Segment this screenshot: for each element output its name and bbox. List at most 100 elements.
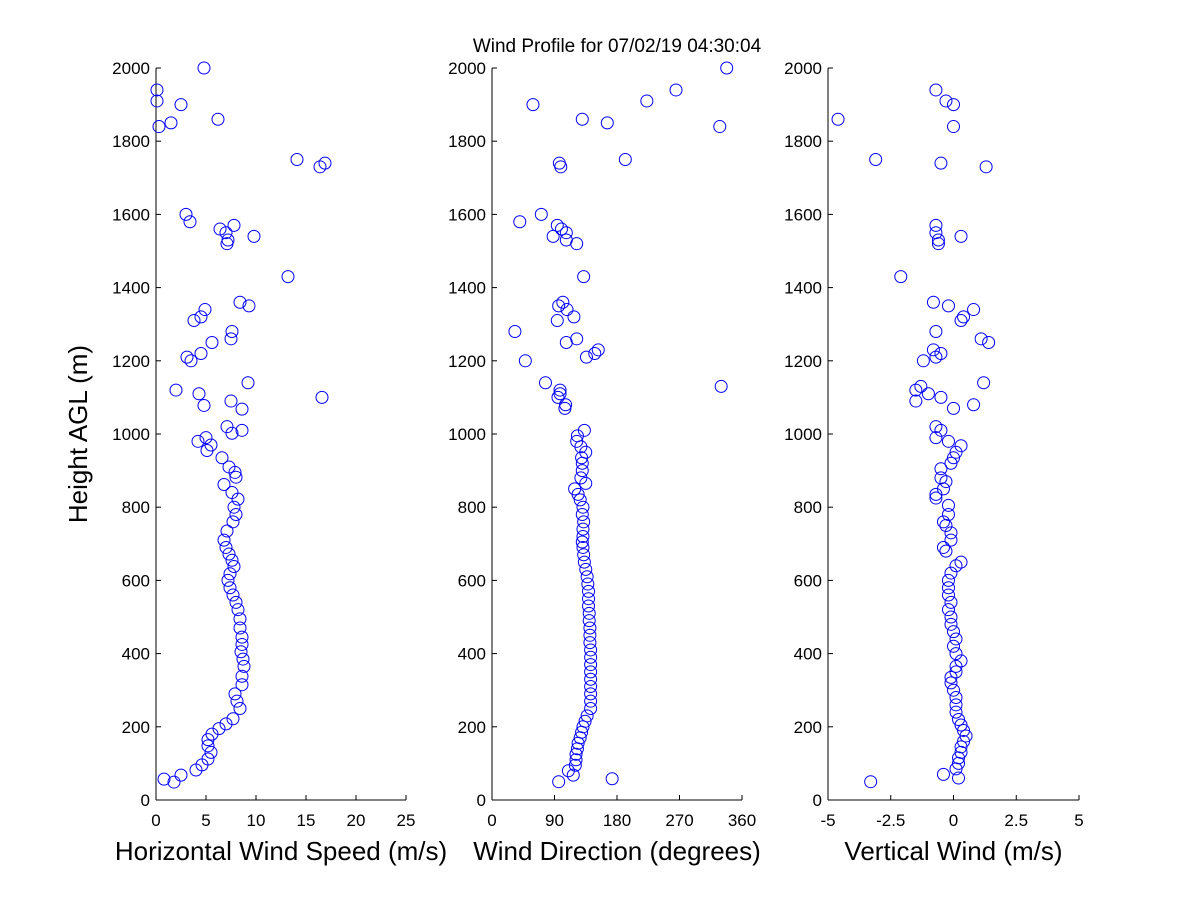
data-point [235,423,249,437]
data-point [180,350,194,364]
data-point [934,346,948,360]
data-point [929,420,943,434]
data-point [313,160,327,174]
data-point [577,548,591,562]
y-tick-label: 0 [813,791,822,810]
y-tick-label: 200 [458,718,486,737]
data-point [954,718,968,732]
data-point [242,299,256,313]
x-tick-label: 0 [151,811,160,830]
data-point [225,553,239,567]
data-point [947,683,960,697]
data-point [954,314,968,328]
data-point [580,709,594,723]
data-point [229,595,243,609]
data-point [584,702,598,715]
data-point [231,603,245,617]
data-point [584,650,598,664]
figure-title: Wind Profile for 07/02/19 04:30:04 [473,36,762,57]
y-tick-label: 600 [794,571,822,590]
data-point [949,647,963,661]
y-tick-label: 2000 [112,59,150,78]
data-point [226,712,240,726]
data-point [954,229,968,243]
y-tick-label: 1400 [448,279,486,298]
data-point [560,303,574,317]
data-point [550,314,564,328]
data-point [229,470,243,484]
data-point [235,402,249,416]
y-tick-label: 400 [458,645,486,664]
x-tick-label: 20 [347,811,366,830]
data-point [566,768,580,782]
data-point [223,581,237,595]
data-point [577,423,591,437]
data-point [934,462,948,476]
data-point [947,625,960,639]
data-point [584,658,598,672]
data-point [570,332,584,346]
y-tick-label: 2000 [448,59,486,78]
x-tick-label: 5 [201,811,210,830]
y-tick-label: 1200 [112,352,150,371]
data-point [235,678,249,692]
data-point [584,687,598,701]
data-point [550,218,564,232]
data-point [211,112,225,126]
data-point [944,676,958,690]
data-point [831,112,845,126]
data-point [241,376,255,390]
data-point [952,712,966,726]
x-axis-label: Horizontal Wind Speed (m/s) [115,836,447,866]
data-point [164,116,178,130]
data-point [197,398,211,412]
x-axis-label: Wind Direction (degrees) [473,836,761,866]
data-point [552,156,566,170]
data-point [198,303,212,317]
data-point [864,775,878,789]
data-point [574,471,588,485]
data-point [205,336,219,349]
data-point [941,603,955,617]
data-point [233,612,247,626]
data-point [569,747,583,761]
data-point [583,621,597,635]
data-point [184,354,198,368]
data-point [235,669,249,683]
data-point [220,524,234,538]
data-point [929,226,943,240]
data-point [576,522,590,536]
data-point [582,592,596,606]
data-point [219,717,233,731]
data-point [600,116,614,130]
data-point [957,734,971,748]
data-point [573,493,587,507]
data-point [947,120,960,134]
data-point [869,153,883,166]
data-point [290,153,304,166]
data-point [967,398,981,412]
y-tick-label: 1400 [112,279,150,298]
data-point [518,354,532,368]
data-point [941,588,955,602]
data-point [583,636,597,650]
data-point [534,207,548,221]
y-tick-label: 1800 [112,132,150,151]
data-point [227,559,241,573]
data-point [225,325,239,339]
data-point [235,630,249,644]
x-axis-label: Vertical Wind (m/s) [844,836,1062,866]
x-tick-label: 0 [949,811,958,830]
data-point [916,354,930,368]
data-point [944,456,958,470]
x-tick-label: 2.5 [1004,811,1028,830]
data-point [174,98,188,112]
data-point [570,434,584,448]
x-tick-label: 0 [487,811,496,830]
data-point [949,445,963,459]
y-tick-label: 400 [794,645,822,664]
y-tick-label: 1600 [784,205,822,224]
data-point [954,740,968,754]
